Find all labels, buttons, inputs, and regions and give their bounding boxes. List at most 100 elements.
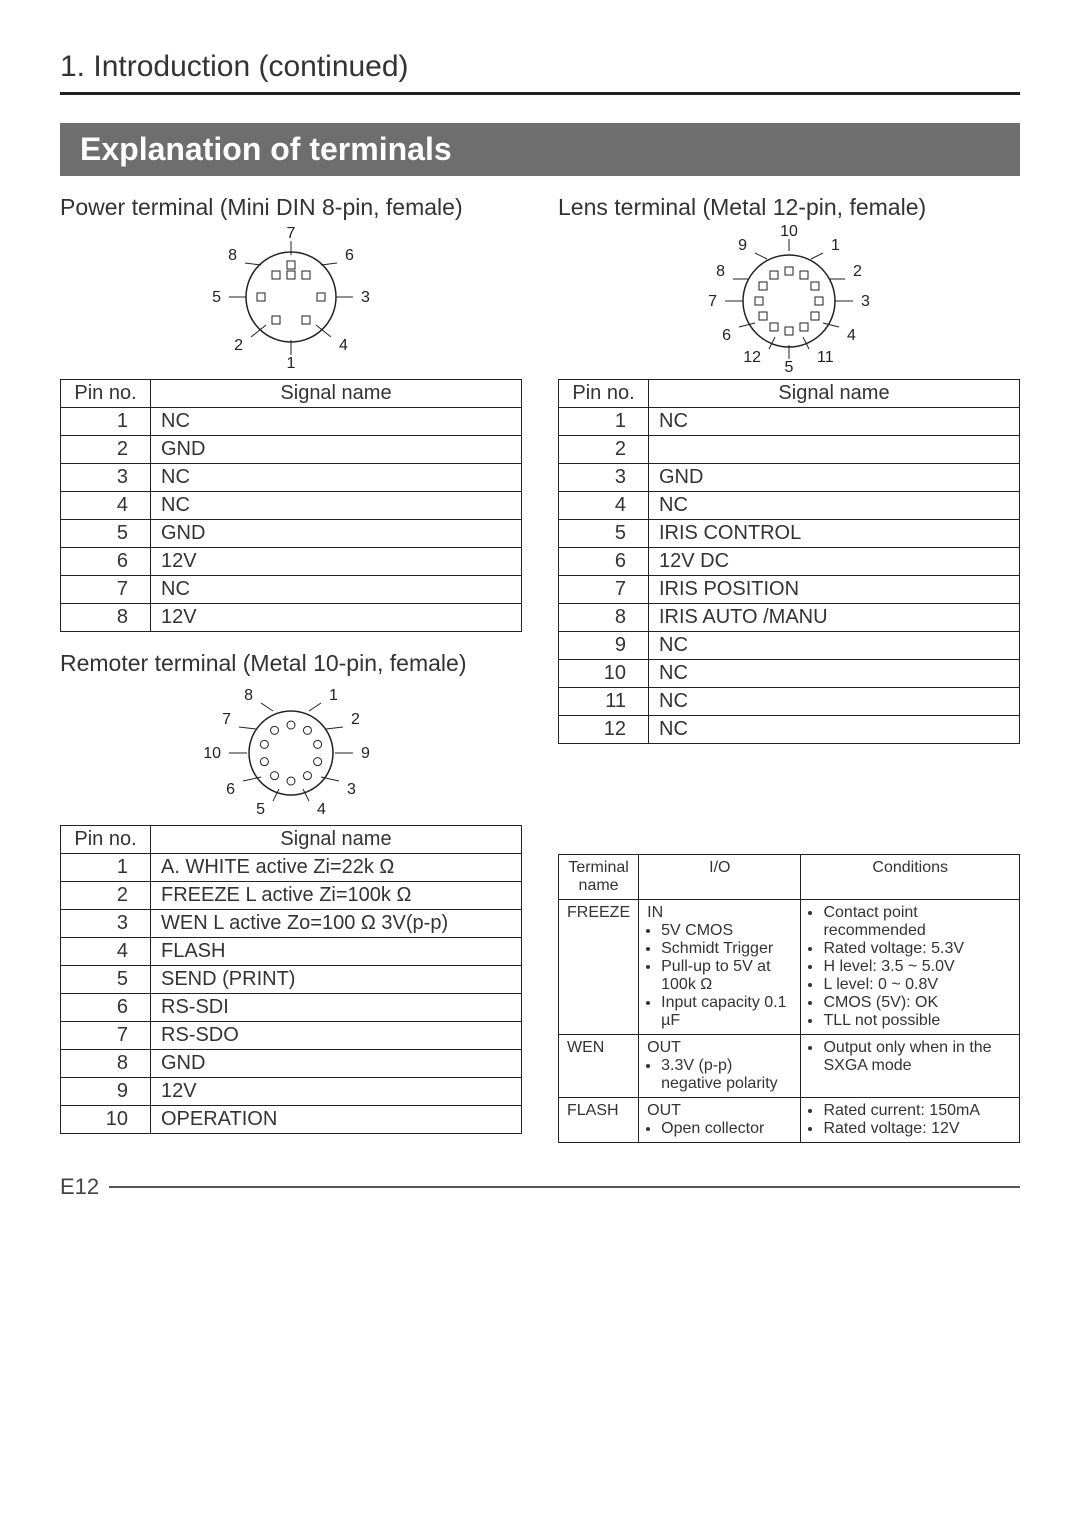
svg-text:1: 1: [329, 687, 338, 704]
table-row: 10NC: [559, 660, 1020, 688]
terminal-name-cell: FLASH: [559, 1098, 639, 1143]
svg-text:2: 2: [234, 337, 243, 354]
pin-number-cell: 3: [61, 464, 151, 492]
svg-text:8: 8: [716, 263, 725, 280]
pin-number-cell: 7: [61, 1022, 151, 1050]
table-row: 5IRIS CONTROL: [559, 520, 1020, 548]
lens-section-title: Lens terminal (Metal 12-pin, female): [558, 194, 1020, 221]
svg-text:8: 8: [244, 687, 253, 704]
cond-header: I/O: [639, 855, 801, 900]
svg-text:1: 1: [831, 237, 840, 254]
condition-item: Rated current: 150mA: [823, 1102, 1011, 1120]
table-row: 2FREEZE L active Zi=100k Ω: [61, 882, 522, 910]
signal-name-cell: A. WHITE active Zi=22k Ω: [151, 854, 522, 882]
table-row: 8GND: [61, 1050, 522, 1078]
svg-text:5: 5: [256, 801, 265, 818]
lens-pinout-table: Pin no.Signal name1NC23GND4NC5IRIS CONTR…: [558, 379, 1020, 744]
svg-text:5: 5: [785, 359, 794, 375]
signal-name-cell: RS-SDO: [151, 1022, 522, 1050]
table-header: Signal name: [151, 380, 522, 408]
svg-text:6: 6: [722, 327, 731, 344]
signal-name-cell: GND: [151, 520, 522, 548]
signal-name-cell: NC: [151, 408, 522, 436]
cond-row: WENOUT3.3V (p-p) negative polarityOutput…: [559, 1035, 1020, 1098]
condition-item: CMOS (5V): OK: [823, 994, 1011, 1012]
io-cell: OUTOpen collector: [639, 1098, 801, 1143]
table-row: 612V DC: [559, 548, 1020, 576]
svg-text:2: 2: [351, 711, 360, 728]
pin-number-cell: 5: [61, 966, 151, 994]
table-header: Pin no.: [61, 826, 151, 854]
signal-name-cell: WEN L active Zo=100 Ω 3V(p-p): [151, 910, 522, 938]
svg-text:10: 10: [203, 745, 221, 762]
table-row: 2GND: [61, 436, 522, 464]
svg-text:1: 1: [287, 355, 296, 372]
table-row: 812V: [61, 604, 522, 632]
table-row: 912V: [61, 1078, 522, 1106]
table-row: 4NC: [61, 492, 522, 520]
io-item: Pull-up to 5V at 100k Ω: [661, 958, 792, 994]
table-row: 2: [559, 436, 1020, 464]
table-row: 12NC: [559, 716, 1020, 744]
table-row: 4FLASH: [61, 938, 522, 966]
page-footer: E12: [60, 1174, 1020, 1200]
cond-header: Conditions: [801, 855, 1020, 900]
signal-name-cell: NC: [649, 716, 1020, 744]
svg-text:7: 7: [708, 293, 717, 310]
page-heading: 1. Introduction (continued): [60, 50, 1020, 84]
pin-number-cell: 1: [61, 854, 151, 882]
table-row: 5SEND (PRINT): [61, 966, 522, 994]
table-row: 3GND: [559, 464, 1020, 492]
condition-item: H level: 3.5 ~ 5.0V: [823, 958, 1011, 976]
conditions-cell: Rated current: 150mARated voltage: 12V: [801, 1098, 1020, 1143]
table-row: 7RS-SDO: [61, 1022, 522, 1050]
table-row: 7NC: [61, 576, 522, 604]
pin-number-cell: 12: [559, 716, 649, 744]
io-item: Open collector: [661, 1120, 792, 1138]
remoter-pin-diagram: 81721096354: [191, 681, 391, 821]
svg-text:3: 3: [361, 289, 370, 306]
pin-number-cell: 6: [559, 548, 649, 576]
condition-item: TLL not possible: [823, 1012, 1011, 1030]
svg-text:11: 11: [817, 349, 834, 366]
table-row: 1NC: [61, 408, 522, 436]
power-pin-diagram: 78653241: [191, 225, 391, 375]
svg-text:4: 4: [339, 337, 348, 354]
signal-name-cell: IRIS AUTO /MANU: [649, 604, 1020, 632]
pin-number-cell: 4: [61, 492, 151, 520]
io-item: Input capacity 0.1 µF: [661, 994, 792, 1030]
condition-item: Rated voltage: 5.3V: [823, 940, 1011, 958]
signal-name-cell: IRIS POSITION: [649, 576, 1020, 604]
left-column: Power terminal (Mini DIN 8-pin, female) …: [60, 188, 522, 1152]
svg-text:7: 7: [222, 711, 231, 728]
condition-item: Contact point recommended: [823, 904, 1011, 940]
svg-text:3: 3: [861, 293, 870, 310]
signal-name-cell: NC: [649, 632, 1020, 660]
svg-text:5: 5: [212, 289, 221, 306]
pin-number-cell: 2: [559, 436, 649, 464]
terminal-name-cell: WEN: [559, 1035, 639, 1098]
svg-text:8: 8: [228, 247, 237, 264]
table-row: 4NC: [559, 492, 1020, 520]
power-pinout-table: Pin no.Signal name1NC2GND3NC4NC5GND612V7…: [60, 379, 522, 632]
table-header: Signal name: [649, 380, 1020, 408]
signal-name-cell: NC: [649, 492, 1020, 520]
table-row: 11NC: [559, 688, 1020, 716]
condition-item: Rated voltage: 12V: [823, 1120, 1011, 1138]
table-header: Pin no.: [559, 380, 649, 408]
pin-number-cell: 8: [61, 604, 151, 632]
signal-name-cell: GND: [649, 464, 1020, 492]
condition-item: Output only when in the SXGA mode: [823, 1039, 1011, 1075]
table-row: 1A. WHITE active Zi=22k Ω: [61, 854, 522, 882]
signal-name-cell: RS-SDI: [151, 994, 522, 1022]
pin-number-cell: 6: [61, 548, 151, 576]
signal-name-cell: 12V: [151, 1078, 522, 1106]
svg-text:2: 2: [853, 263, 862, 280]
signal-name-cell: [649, 436, 1020, 464]
signal-name-cell: GND: [151, 436, 522, 464]
power-section-title: Power terminal (Mini DIN 8-pin, female): [60, 194, 522, 221]
lens-pin-diagram: 109182736412115: [689, 225, 889, 375]
footer-rule: [109, 1186, 1020, 1188]
conditions-table: Terminal nameI/OConditionsFREEZEIN5V CMO…: [558, 854, 1020, 1143]
cond-row: FLASHOUTOpen collectorRated current: 150…: [559, 1098, 1020, 1143]
